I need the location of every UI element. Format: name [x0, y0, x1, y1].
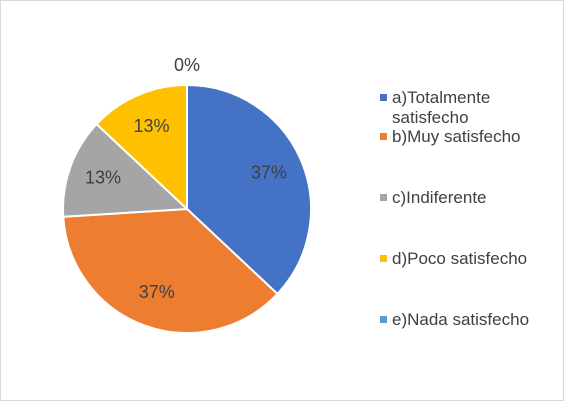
pie-slice [95, 83, 188, 212]
pie-slice [62, 207, 279, 334]
legend-label: c)Indiferente [392, 188, 487, 207]
data-label: 37% [251, 162, 287, 182]
legend-item: d)Poco satisfecho [380, 249, 550, 269]
legend-item: e)Nada satisfecho [380, 310, 550, 330]
legend-label: b)Muy satisfecho [392, 127, 521, 146]
legend-swatch [380, 133, 387, 140]
legend-swatch [380, 194, 387, 201]
legend-item: a)Totalmente satisfecho [380, 88, 550, 128]
legend-swatch [380, 94, 387, 101]
data-label: 13% [134, 116, 170, 136]
legend-label: a)Totalmente satisfecho [392, 88, 491, 127]
legend-swatch [380, 255, 387, 262]
data-label: 13% [85, 168, 121, 188]
data-label: 37% [139, 282, 175, 302]
legend-label: e)Nada satisfecho [392, 310, 530, 329]
data-label: 0% [174, 55, 200, 75]
legend-label: d)Poco satisfecho [392, 249, 528, 268]
legend-item: c)Indiferente [380, 188, 550, 208]
pie-slice [186, 83, 312, 296]
pie-slice [62, 122, 190, 218]
legend-item: b)Muy satisfecho [380, 127, 550, 147]
legend-swatch [380, 316, 387, 323]
